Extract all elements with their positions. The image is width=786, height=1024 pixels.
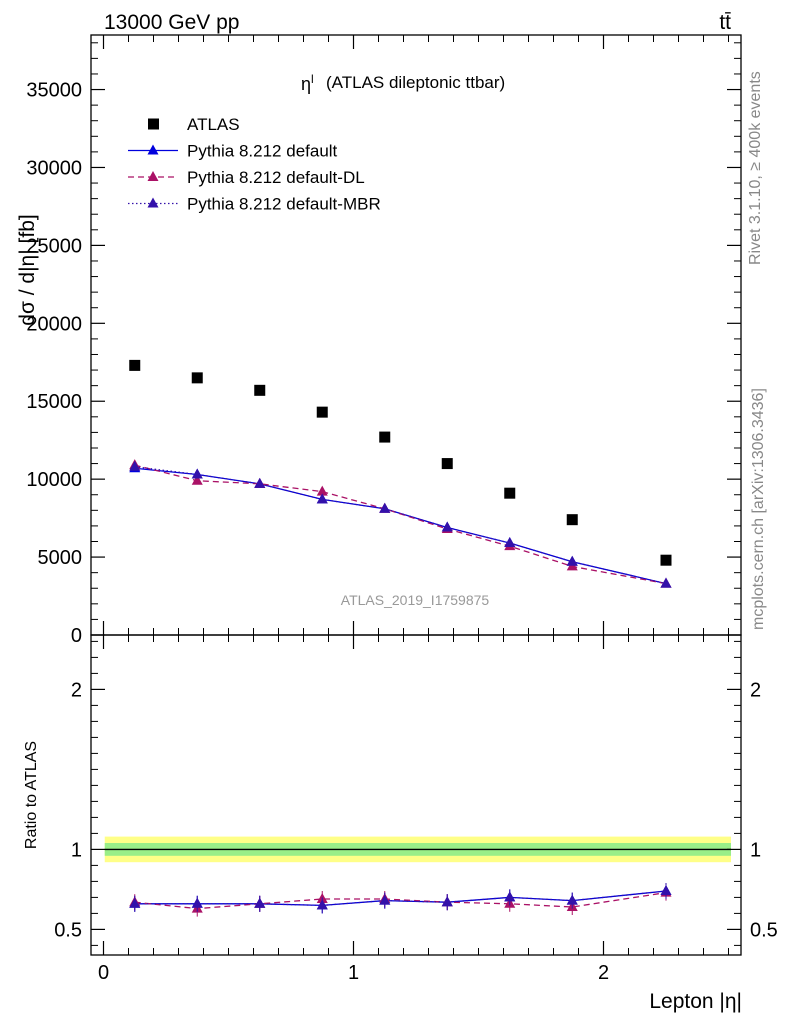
- ratio-y-tick-label-right: 0.5: [750, 919, 778, 941]
- y-tick-label: 15000: [26, 391, 82, 413]
- data-point-atlas: [379, 431, 391, 443]
- y-tick-label: 0: [71, 625, 82, 647]
- series-marker: [316, 493, 328, 504]
- x-tick-label: 2: [598, 962, 609, 984]
- energy-label: 13000 GeV pp: [104, 11, 239, 34]
- x-axis-label: Lepton |η|: [649, 990, 742, 1013]
- ratio-y-tick-label: 1: [71, 839, 82, 861]
- y-tick-label: 10000: [26, 469, 82, 491]
- analysis-label: ATLAS_2019_I1759875: [341, 592, 490, 608]
- ratio-series-line: [134, 890, 667, 907]
- ratio-y-tick-label-right: 2: [750, 679, 761, 701]
- ratio-series-marker: [129, 897, 141, 908]
- series-marker: [129, 460, 141, 471]
- main-plot-series: [129, 359, 672, 588]
- ratio-series-marker: [660, 885, 672, 895]
- legend: ATLAS Pythia 8.212 default Pythia 8.212 de…: [128, 115, 381, 214]
- plot-title-main: η: [301, 74, 311, 94]
- ratio-series-marker: [566, 894, 578, 905]
- series-line: [134, 464, 667, 585]
- series-marker: [441, 521, 453, 532]
- data-point-atlas: [129, 359, 141, 371]
- plot-title: ηl: [301, 72, 314, 94]
- legend-entry-label: Pythia 8.212 default-MBR: [187, 195, 381, 214]
- ratio-series-marker: [504, 891, 516, 902]
- ratio-y-tick-label-right: 1: [750, 839, 761, 861]
- series-marker: [191, 474, 203, 485]
- rivet-label: Rivet 3.1.10, ≥ 400k events: [747, 71, 764, 265]
- ratio-series-marker: [191, 897, 203, 908]
- y-tick-label: 5000: [38, 547, 83, 569]
- x-tick-label: 0: [98, 962, 109, 984]
- series-marker: [504, 537, 516, 548]
- y-tick-label: 20000: [26, 313, 82, 335]
- main-plot-ticks: 0 5000 10000 15000 20000 25000 30000 35000: [26, 35, 741, 647]
- ratio-y-tick-label: 2: [71, 679, 82, 701]
- ratio-y-axis-label: Ratio to ATLAS: [23, 741, 40, 849]
- ratio-series-marker: [316, 899, 328, 910]
- series-marker: [191, 468, 203, 479]
- ratio-series-line: [134, 890, 667, 907]
- series-marker: [660, 577, 672, 588]
- series-line: [134, 466, 667, 585]
- data-point-atlas: [504, 487, 516, 499]
- ratio-uncertainty-band: [104, 836, 731, 863]
- plot-subtitle: (ATLAS dileptonic ttbar): [326, 73, 505, 92]
- y-tick-label: 35000: [26, 80, 82, 102]
- legend-entry-label: Pythia 8.212 default-DL: [187, 168, 365, 187]
- series-marker: [316, 485, 328, 496]
- y-axis-label: dσ / d|η| [fb]: [16, 214, 39, 325]
- plot-title-superscript: l: [311, 72, 314, 86]
- y-tick-label: 25000: [26, 235, 82, 257]
- legend-marker: [147, 197, 159, 208]
- x-tick-label: 1: [348, 962, 359, 984]
- process-label: tt̄: [719, 11, 731, 34]
- data-point-atlas: [566, 514, 578, 526]
- data-point-atlas: [660, 554, 672, 566]
- data-point-atlas: [316, 406, 328, 418]
- main-plot-panel: 0 5000 10000 15000 20000 25000 30000 35000 ATLA…: [16, 34, 742, 647]
- ratio-plot-panel: 0.5 0.5 1 1 2 2 0 1 2 Ratio to ATLAS Lepton |η|: [23, 634, 778, 1013]
- y-tick-label: 30000: [26, 157, 82, 179]
- series-line: [134, 467, 667, 585]
- series-marker: [254, 477, 266, 488]
- data-point-atlas: [191, 372, 203, 384]
- data-point-atlas: [254, 384, 266, 396]
- data-point-atlas: [441, 458, 453, 470]
- series-marker: [379, 502, 391, 513]
- legend-marker-atlas: [148, 118, 159, 130]
- ratio-series-marker: [379, 894, 391, 905]
- legend-entry-label: Pythia 8.212 default: [187, 142, 338, 161]
- ratio-y-tick-label: 0.5: [54, 919, 82, 941]
- ratio-series-marker: [254, 897, 266, 908]
- ratio-series-marker: [441, 896, 453, 907]
- series-marker: [566, 555, 578, 566]
- ratio-plot-series: [129, 883, 672, 917]
- ratio-plot-ticks: 0.5 0.5 1 1 2 2 0 1 2: [54, 635, 778, 984]
- ratio-plot-frame: [90, 634, 742, 956]
- legend-marker: [147, 171, 159, 181]
- legend-entry-label: ATLAS: [187, 115, 240, 134]
- mcplots-label: mcplots.cern.ch [arXiv:1306.3436]: [750, 388, 767, 630]
- legend-marker: [147, 144, 159, 155]
